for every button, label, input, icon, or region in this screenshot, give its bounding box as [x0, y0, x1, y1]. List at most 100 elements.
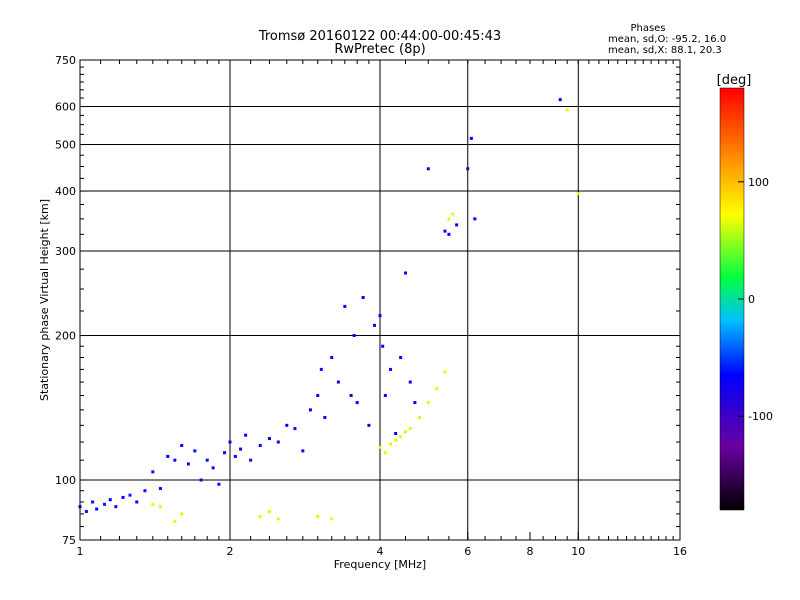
- data-point: [316, 394, 320, 398]
- data-point: [151, 470, 155, 474]
- legend-line-o: mean, sd,O: -95.2, 16.0: [608, 34, 726, 45]
- data-point: [349, 394, 353, 398]
- data-point: [426, 401, 430, 405]
- data-point: [91, 500, 95, 504]
- y-tick-label: 600: [55, 101, 76, 114]
- data-point: [135, 500, 139, 504]
- data-point: [343, 304, 347, 308]
- data-point: [143, 489, 147, 493]
- data-point: [408, 427, 412, 431]
- data-point: [293, 427, 297, 431]
- data-point: [373, 323, 377, 327]
- data-point: [367, 423, 371, 427]
- y-tick-label: 200: [55, 330, 76, 343]
- data-point: [451, 212, 455, 216]
- data-point: [258, 514, 262, 518]
- data-point: [267, 509, 271, 513]
- data-point: [166, 454, 170, 458]
- x-tick-label: 6: [464, 545, 471, 558]
- data-point: [217, 482, 221, 486]
- data-point: [267, 437, 271, 441]
- data-point: [473, 217, 477, 221]
- data-point: [95, 507, 99, 511]
- data-point: [121, 495, 125, 499]
- data-point: [447, 217, 451, 221]
- x-tick-label: 4: [377, 545, 384, 558]
- data-point: [180, 512, 184, 516]
- data-point: [205, 458, 209, 462]
- data-point: [180, 444, 184, 448]
- data-point: [308, 408, 312, 412]
- legend-title: Phases: [630, 23, 665, 34]
- data-point: [399, 435, 403, 439]
- data-point: [108, 498, 112, 502]
- data-point: [211, 466, 215, 470]
- data-point: [389, 367, 393, 371]
- data-point: [330, 517, 334, 521]
- data-point: [276, 517, 280, 521]
- data-point: [173, 519, 177, 523]
- x-tick-label: 2: [227, 545, 234, 558]
- y-tick-label: 500: [55, 139, 76, 152]
- colorbar-tick-label: -100: [748, 410, 773, 423]
- data-point: [151, 502, 155, 506]
- colorbar-ticks: 100 0 -100: [738, 176, 773, 423]
- data-point: [394, 438, 398, 442]
- y-tick-label: 300: [55, 245, 76, 258]
- data-point: [558, 98, 562, 102]
- data-point: [417, 415, 421, 419]
- data-point: [323, 415, 327, 419]
- data-point: [285, 423, 289, 427]
- data-point: [199, 478, 203, 482]
- data-point: [469, 136, 473, 140]
- data-point: [355, 401, 359, 405]
- data-point: [319, 367, 323, 371]
- data-point: [223, 451, 227, 455]
- data-point: [186, 462, 190, 466]
- x-tick-label: 10: [571, 545, 585, 558]
- legend-line-x: mean, sd,X: 88.1, 20.3: [608, 45, 722, 56]
- data-point: [383, 394, 387, 398]
- y-tick-label: 400: [55, 185, 76, 198]
- axis-ticks: 1 2 4 6 8 10 16 75 100 200 300 400 500 600 750: [55, 54, 687, 558]
- data-point: [455, 223, 459, 227]
- data-points: [78, 98, 580, 523]
- data-point: [408, 380, 412, 384]
- x-axis-label: Frequency [MHz]: [334, 558, 426, 571]
- data-point: [378, 314, 382, 318]
- x-tick-label: 8: [527, 545, 534, 558]
- data-point: [336, 380, 340, 384]
- data-point: [403, 430, 407, 434]
- data-point: [447, 232, 451, 236]
- chart-subtitle: RwPretec (8p): [334, 42, 425, 57]
- chart-title: Tromsø 20160122 00:44:00-00:45:43: [258, 29, 501, 44]
- data-point: [352, 334, 356, 338]
- colorbar-tick-label: 100: [748, 176, 769, 189]
- data-point: [233, 454, 237, 458]
- data-point: [84, 509, 88, 513]
- data-point: [316, 514, 320, 518]
- x-tick-label: 16: [673, 545, 687, 558]
- data-point: [413, 401, 417, 405]
- data-point: [403, 271, 407, 275]
- data-point: [301, 449, 305, 453]
- data-point: [399, 355, 403, 359]
- data-point: [158, 505, 162, 509]
- data-point: [435, 387, 439, 391]
- data-point: [228, 440, 232, 444]
- grid-lines: [80, 60, 680, 540]
- data-point: [378, 445, 382, 449]
- data-point: [576, 192, 580, 196]
- data-point: [466, 167, 470, 171]
- data-point: [244, 433, 248, 437]
- data-point: [361, 296, 365, 300]
- data-point: [158, 487, 162, 491]
- data-point: [389, 442, 393, 446]
- data-point: [193, 449, 197, 453]
- data-point: [565, 108, 569, 112]
- data-point: [128, 493, 132, 497]
- y-tick-label: 750: [55, 54, 76, 67]
- data-point: [276, 440, 280, 444]
- data-point: [443, 370, 447, 374]
- data-point: [239, 447, 243, 451]
